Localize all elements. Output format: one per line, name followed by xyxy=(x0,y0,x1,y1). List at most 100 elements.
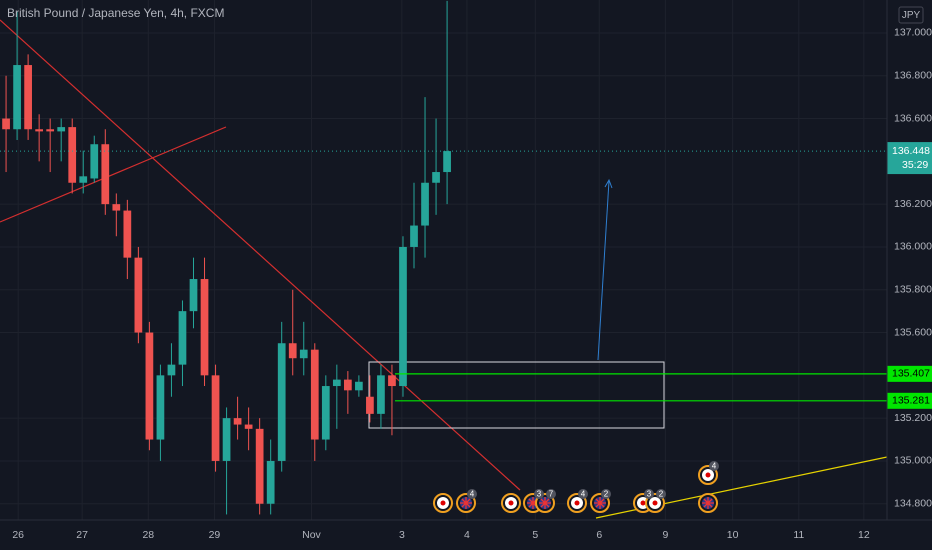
x-tick-label: 11 xyxy=(793,529,804,541)
candle-body xyxy=(366,396,374,414)
zone-box xyxy=(368,361,665,429)
candle-body xyxy=(421,182,429,226)
candle-body xyxy=(211,375,220,461)
candle-body xyxy=(377,375,385,414)
level-label: 135.281 xyxy=(892,395,930,407)
event-badge xyxy=(578,489,588,499)
event-count: 2 xyxy=(604,490,609,499)
y-tick-label: 136.000 xyxy=(894,241,932,253)
candle-body xyxy=(68,127,77,183)
candle-body xyxy=(399,246,407,387)
level-box xyxy=(887,365,932,382)
event-count: 3 xyxy=(537,490,542,499)
trend-line xyxy=(0,126,227,223)
candle-body xyxy=(277,343,286,461)
x-tick-label: 28 xyxy=(142,529,154,541)
candle-body xyxy=(310,349,319,440)
event-count: 3 xyxy=(647,490,652,499)
candle-body xyxy=(178,311,187,365)
y-tick-label: 135.800 xyxy=(894,284,932,296)
candle-body xyxy=(266,460,275,504)
candle-body xyxy=(101,144,110,205)
x-tick-label: 10 xyxy=(727,529,739,541)
flag-uk-cross xyxy=(702,497,714,509)
level-label: 135.407 xyxy=(892,368,930,380)
candle-body xyxy=(24,65,32,130)
candle-body xyxy=(299,349,308,359)
flag-uk-cross xyxy=(539,497,551,509)
candle-body xyxy=(167,364,176,376)
flag-uk-cross xyxy=(594,497,606,509)
currency-box xyxy=(898,6,924,24)
candle-body xyxy=(200,279,209,376)
candle-body xyxy=(123,210,132,258)
candle-body xyxy=(432,172,440,183)
event-badge xyxy=(709,461,719,471)
candle-body xyxy=(332,379,341,387)
x-tick-label: 29 xyxy=(209,529,221,541)
candle-body xyxy=(388,375,396,387)
event-count: 4 xyxy=(470,490,475,499)
candle-body xyxy=(13,65,21,130)
candle-body xyxy=(189,279,198,312)
flag-jp-dot xyxy=(652,500,658,506)
countdown: 35:29 xyxy=(902,159,928,171)
candle-body xyxy=(46,129,55,132)
candle-body xyxy=(134,257,143,333)
flag-jp-dot xyxy=(705,472,711,478)
candle-body xyxy=(35,129,43,132)
trend-line xyxy=(0,19,521,491)
candle-body xyxy=(112,204,121,211)
x-tick-label: 5 xyxy=(532,529,538,541)
y-tick-label: 134.800 xyxy=(894,498,932,510)
flag-jp-dot xyxy=(508,500,514,506)
event-badge xyxy=(644,489,654,499)
candle-body xyxy=(244,424,253,429)
candle-body xyxy=(57,127,66,132)
y-tick-label: 136.600 xyxy=(894,112,932,124)
y-tick-label: 137.000 xyxy=(894,27,932,39)
arrow-head xyxy=(604,178,613,189)
flag-uk-cross xyxy=(527,497,539,509)
candle-body xyxy=(2,118,10,130)
event-badge xyxy=(546,489,556,499)
event-count: 4 xyxy=(581,490,586,499)
flag-uk-cross xyxy=(460,497,472,509)
y-tick-label: 135.200 xyxy=(894,412,932,424)
flag-jp-dot xyxy=(640,500,646,506)
candle-body xyxy=(343,379,352,391)
candle-body xyxy=(443,151,451,173)
candle-body xyxy=(410,225,418,247)
level-box xyxy=(887,392,932,409)
candle-body xyxy=(222,418,231,461)
y-tick-label: 136.800 xyxy=(894,70,932,82)
y-tick-label: 136.200 xyxy=(894,198,932,210)
last-price-label: 136.448 xyxy=(892,145,930,157)
candle-body xyxy=(156,375,165,440)
event-badge xyxy=(601,489,611,499)
candle-body xyxy=(288,343,297,359)
x-tick-label: 6 xyxy=(596,529,602,541)
x-tick-label: 12 xyxy=(858,529,870,541)
last-price-box xyxy=(887,142,932,175)
candle-body xyxy=(321,386,330,440)
chart-title: British Pound / Japanese Yen, 4h, FXCM xyxy=(7,6,224,20)
currency: JPY xyxy=(902,10,921,21)
y-tick-label: 135.000 xyxy=(894,455,932,467)
event-count: 7 xyxy=(549,490,554,499)
x-tick-label: 3 xyxy=(399,529,405,541)
event-badge xyxy=(467,489,477,499)
candle-body xyxy=(79,176,88,183)
flag-jp-dot xyxy=(440,500,446,506)
drawings xyxy=(0,19,888,519)
x-tick-label: Nov xyxy=(302,529,321,541)
y-tick-label: 135.600 xyxy=(894,326,932,338)
event-badge xyxy=(534,489,544,499)
candle-body xyxy=(233,418,242,425)
flag-jp-dot xyxy=(574,500,580,506)
candle-body xyxy=(145,332,154,440)
x-tick-label: 27 xyxy=(76,529,88,541)
